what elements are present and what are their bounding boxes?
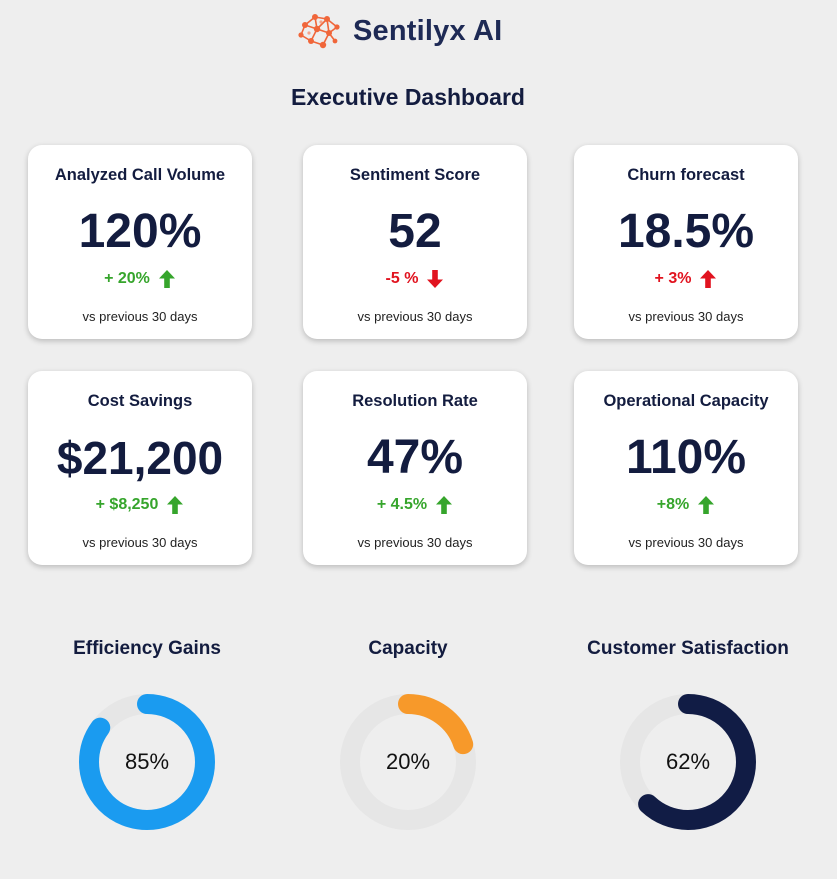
gauge-ring: 20% (338, 692, 478, 832)
kpi-change-text: + 4.5% (376, 496, 428, 513)
gauge-value-label: 20% (385, 749, 431, 774)
kpi-card-cost-savings[interactable]: Cost Savings $21,200 + $8,250 vs previou… (28, 371, 252, 565)
kpi-value: 52 (388, 205, 442, 258)
arrow-down-icon (427, 270, 444, 288)
kpi-footnote: vs previous 30 days (628, 535, 744, 550)
gauge-ring: 62% (618, 692, 758, 832)
arrow-up-icon (698, 496, 715, 514)
kpi-value: 18.5% (617, 205, 755, 258)
kpi-footnote: vs previous 30 days (82, 535, 198, 550)
gauge-ring: 85% (77, 692, 217, 832)
gauge-title: Capacity (368, 638, 448, 659)
kpi-change-text: + 20% (104, 270, 150, 287)
kpi-card-operational-capacity[interactable]: Operational Capacity 110% +8% vs previou… (574, 371, 798, 565)
kpi-footnote: vs previous 30 days (628, 309, 744, 324)
arrow-up-icon (700, 270, 717, 288)
kpi-value: 120% (78, 205, 202, 258)
kpi-title: Analyzed Call Volume (54, 166, 226, 184)
kpi-change: +8% (574, 494, 798, 516)
kpi-change-text: +8% (656, 496, 690, 513)
arrow-up-icon (436, 496, 453, 514)
kpi-change: + $8,250 (28, 494, 252, 516)
kpi-title: Churn forecast (627, 166, 745, 184)
gauge-title: Efficiency Gains (73, 638, 221, 659)
kpi-footnote: vs previous 30 days (357, 309, 473, 324)
arrow-up-icon (158, 270, 175, 288)
gauge-value-label: 85% (124, 749, 170, 774)
page-title: Executive Dashboard (291, 84, 525, 110)
kpi-value: 47% (366, 431, 464, 484)
gauge-arc (79, 694, 215, 830)
kpi-title: Operational Capacity (603, 392, 769, 410)
kpi-change-text: + $8,250 (95, 496, 159, 513)
gauge-capacity[interactable]: Capacity 20% (288, 637, 528, 830)
kpi-title: Resolution Rate (352, 392, 478, 410)
kpi-change: + 4.5% (303, 494, 527, 516)
gauge-customer-satisfaction[interactable]: Customer Satisfaction 62% (568, 637, 808, 830)
kpi-value: 110% (625, 431, 747, 484)
neural-network-icon (298, 14, 340, 49)
kpi-title: Sentiment Score (349, 166, 481, 184)
brand-logo[interactable]: Sentilyx AI (297, 11, 502, 51)
kpi-footnote: vs previous 30 days (82, 309, 198, 324)
gauge-arc (340, 694, 476, 830)
kpi-card-resolution-rate[interactable]: Resolution Rate 47% + 4.5% vs previous 3… (303, 371, 527, 565)
kpi-card-sentiment-score[interactable]: Sentiment Score 52 -5 % vs previous 30 d… (303, 145, 527, 339)
kpi-card-churn-forecast[interactable]: Churn forecast 18.5% + 3% vs previous 30… (574, 145, 798, 339)
kpi-card-call-volume[interactable]: Analyzed Call Volume 120% + 20% vs previ… (28, 145, 252, 339)
gauge-efficiency-gains[interactable]: Efficiency Gains 85% (27, 637, 267, 830)
kpi-change-text: + 3% (654, 270, 692, 287)
kpi-change: -5 % (303, 268, 527, 290)
kpi-change: + 20% (28, 268, 252, 290)
kpi-change-text: -5 % (385, 270, 419, 287)
gauge-title: Customer Satisfaction (587, 638, 789, 659)
gauge-value-label: 62% (665, 749, 711, 774)
arrow-up-icon (167, 496, 184, 514)
gauge-arc (620, 694, 756, 830)
kpi-value: $21,200 (56, 432, 224, 484)
kpi-change: + 3% (574, 268, 798, 290)
kpi-title: Cost Savings (87, 392, 193, 410)
kpi-footnote: vs previous 30 days (357, 535, 473, 550)
brand-name: Sentilyx AI (353, 15, 503, 47)
